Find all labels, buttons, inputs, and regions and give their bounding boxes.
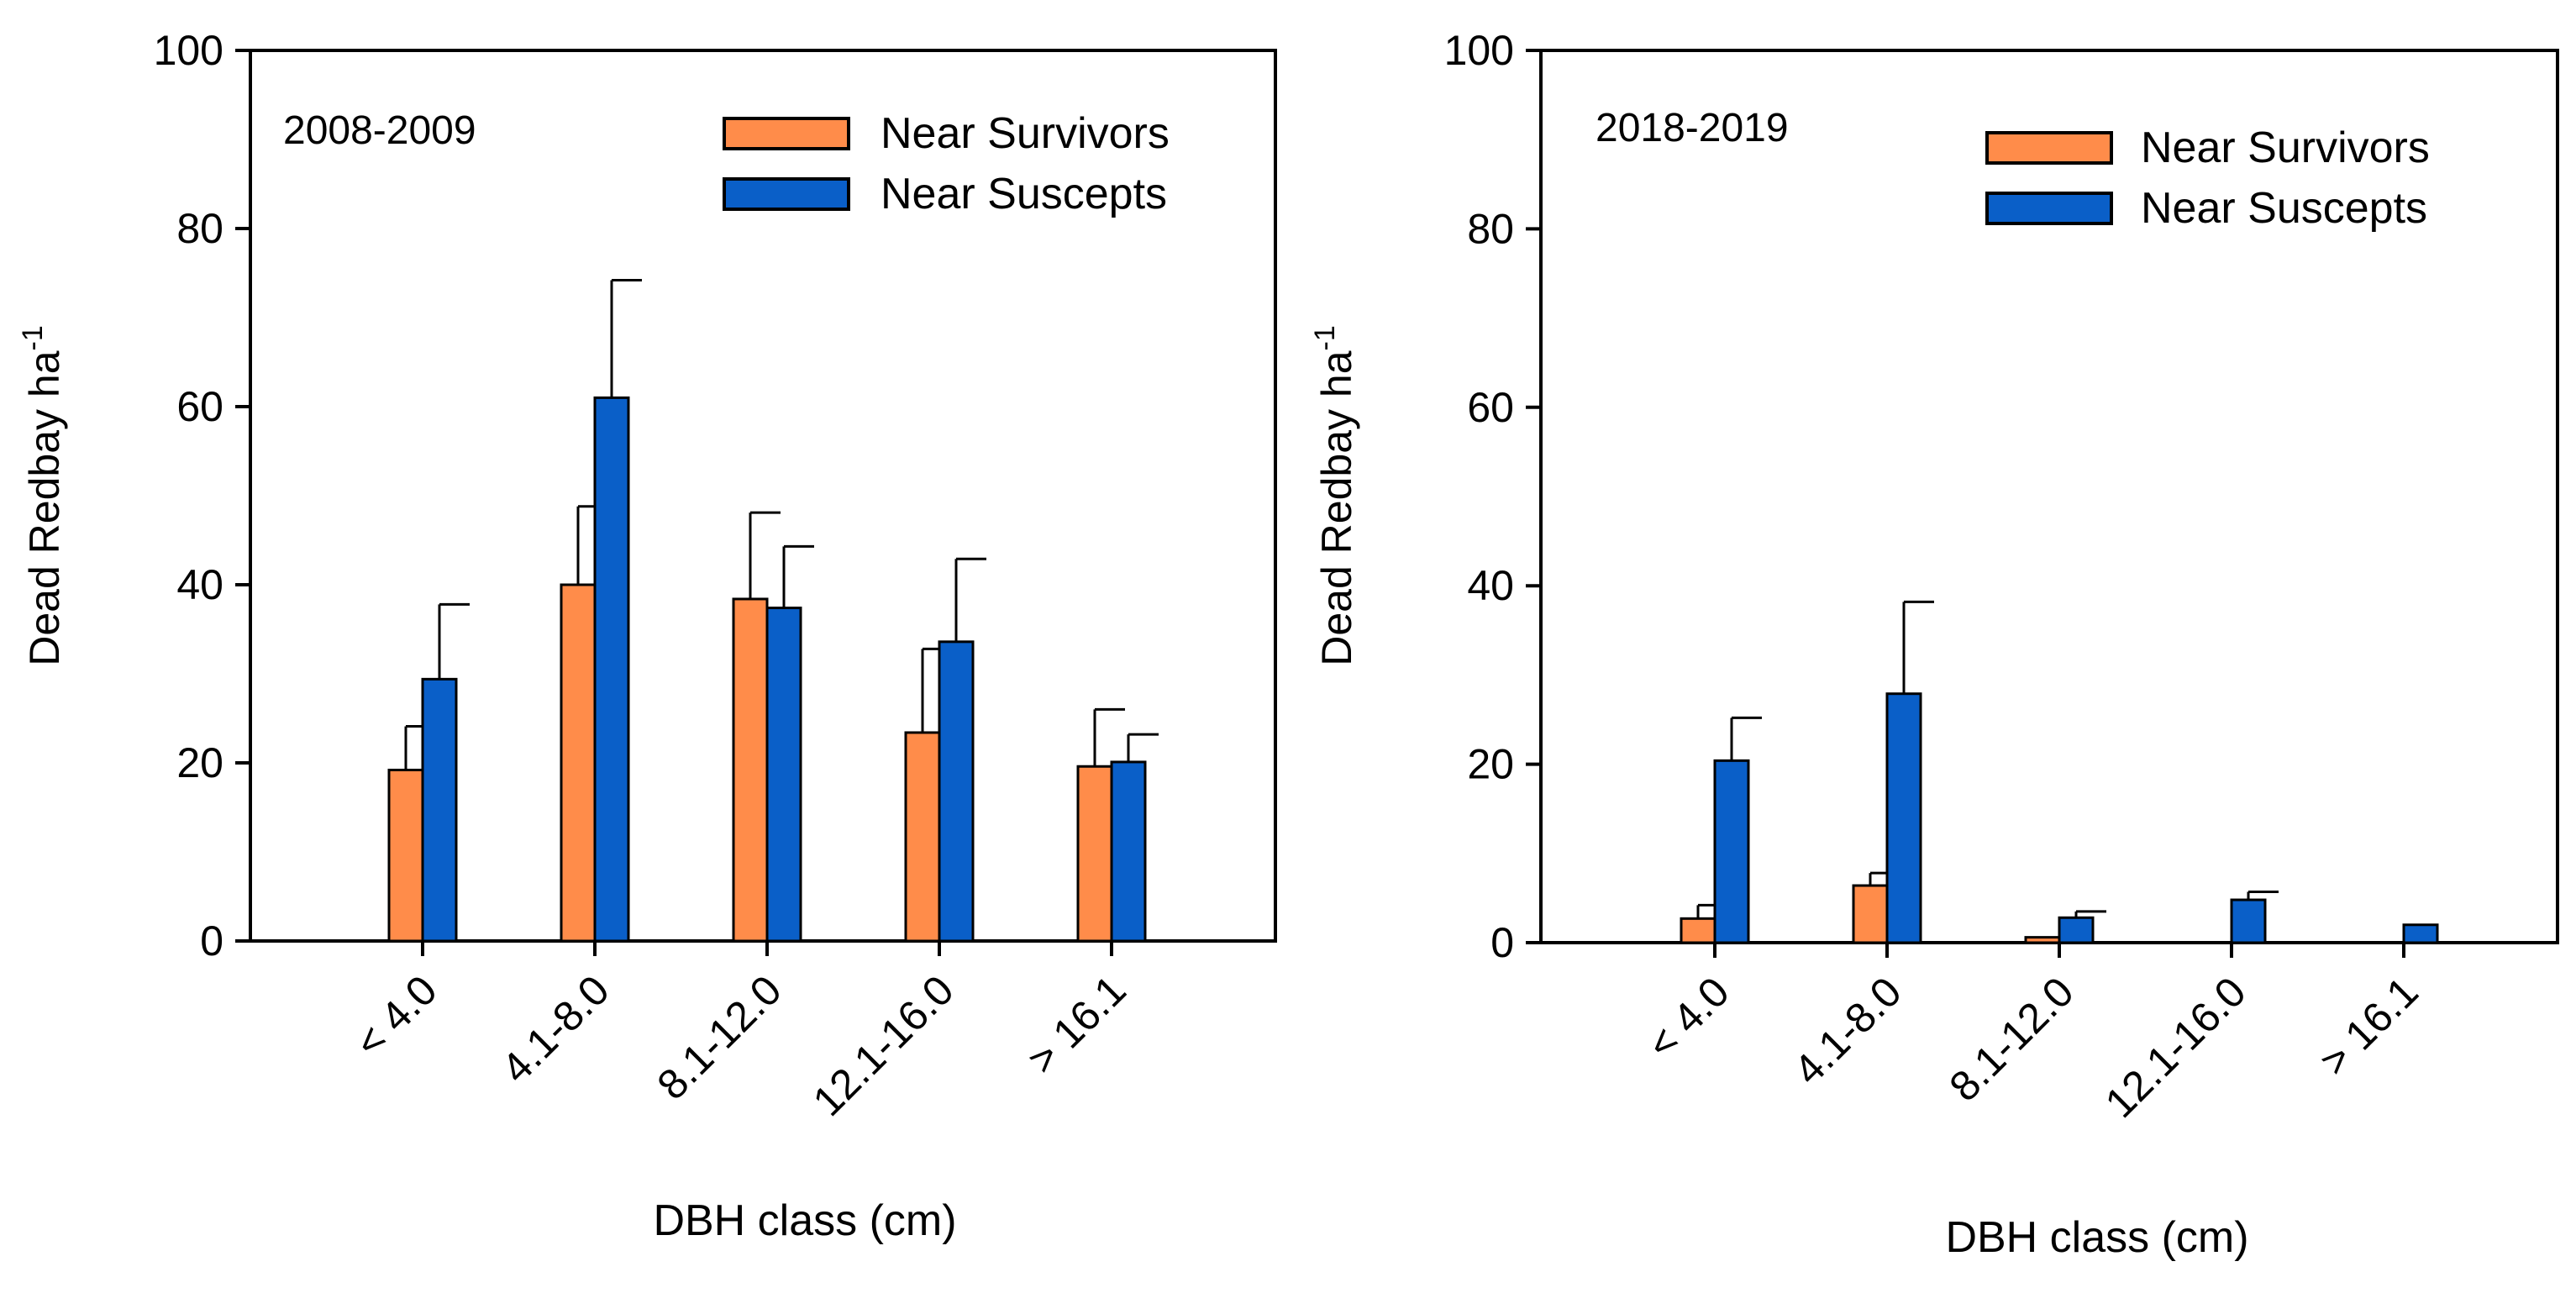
legend-swatch-near-suscepts: [723, 177, 850, 211]
x-tick-label-12-1-16-0: 12.1-16.0: [804, 966, 963, 1125]
y-tick-label: 100: [1444, 27, 1514, 74]
panel-label: 2008-2009: [283, 108, 476, 153]
x-tick-label-4-0: < 4.0: [346, 966, 446, 1066]
panel-2008-2009: 0 20 40 60 80 100 Dead Redbay ha-1 < 4.0 4.1-8.0…: [17, 27, 1277, 1245]
y-tick-label: 20: [1467, 741, 1514, 788]
legend-label-near-survivors: Near Survivors: [881, 109, 1170, 158]
bar-near-survivors-4-0: [387, 768, 424, 943]
legend-swatch-near-survivors: [1985, 131, 2113, 165]
y-tick-label: 0: [1490, 919, 1514, 966]
y-tick-label: 60: [1467, 384, 1514, 431]
x-tick-label-16-1: > 16.1: [2311, 968, 2427, 1085]
y-tick-label: 20: [176, 739, 223, 786]
y-axis-label: Dead Redbay ha-1: [17, 325, 68, 666]
y-tick-label: 100: [154, 27, 223, 74]
bar-near-suscepts-8-1-12-0: [765, 607, 802, 943]
x-tick-label-12-1-16-0: 12.1-16.0: [2096, 968, 2255, 1127]
bar-near-suscepts-8-1-12-0: [2058, 916, 2095, 944]
y-axis-label: Dead Redbay ha-1: [1309, 325, 1360, 666]
x-tick-label-8-1-12-0: 8.1-12.0: [648, 966, 790, 1108]
bar-near-suscepts-4-1-8-0: [1885, 692, 1922, 944]
legend-swatch-near-survivors: [723, 117, 850, 150]
bar-near-suscepts-16-1: [2402, 923, 2439, 944]
panel-2018-2019: 0 20 40 60 80 100 Dead Redbay ha-1 < 4.0 4.1-8.0…: [1309, 27, 2559, 1262]
x-tick-label-4-1-8-0: 4.1-8.0: [1785, 968, 1911, 1094]
bar-near-survivors-4-0: [1680, 917, 1716, 944]
y-tick-label: 0: [200, 917, 223, 964]
x-tick-label-8-1-12-0: 8.1-12.0: [1940, 968, 2082, 1110]
bar-near-survivors-8-1-12-0: [2024, 936, 2061, 944]
x-axis-label: DBH class (cm): [653, 1196, 956, 1245]
x-tick-label-4-0: < 4.0: [1638, 968, 1738, 1068]
x-tick-label-16-1: > 16.1: [1018, 966, 1135, 1083]
y-tick-label: 80: [1467, 205, 1514, 252]
bar-near-suscepts-16-1: [1110, 760, 1147, 943]
x-axis-label: DBH class (cm): [1945, 1213, 2248, 1262]
y-tick-label: 80: [176, 205, 223, 252]
bar-near-suscepts-4-1-8-0: [593, 396, 630, 943]
legend-label-near-suscepts: Near Suscepts: [881, 170, 1167, 218]
y-tick-label: 40: [176, 561, 223, 608]
bar-near-survivors-4-1-8-0: [1852, 884, 1889, 944]
bar-near-suscepts-12-1-16-0: [938, 640, 975, 943]
y-tick-label: 40: [1467, 562, 1514, 609]
bar-near-suscepts-12-1-16-0: [2230, 898, 2267, 944]
y-tick-label: 60: [176, 383, 223, 430]
bar-near-suscepts-4-0: [421, 677, 458, 943]
bar-near-suscepts-4-0: [1713, 759, 1750, 944]
x-tick-label-4-1-8-0: 4.1-8.0: [492, 966, 618, 1092]
legend-label-near-survivors: Near Survivors: [2141, 124, 2430, 172]
bar-near-survivors-8-1-12-0: [732, 597, 769, 943]
legend-label-near-suscepts: Near Suscepts: [2141, 184, 2427, 233]
bar-near-survivors-4-1-8-0: [560, 583, 597, 943]
bar-near-survivors-16-1: [1076, 765, 1113, 943]
bar-near-survivors-12-1-16-0: [904, 731, 941, 943]
panel-label: 2018-2019: [1596, 106, 1789, 150]
legend-swatch-near-suscepts: [1985, 192, 2113, 225]
